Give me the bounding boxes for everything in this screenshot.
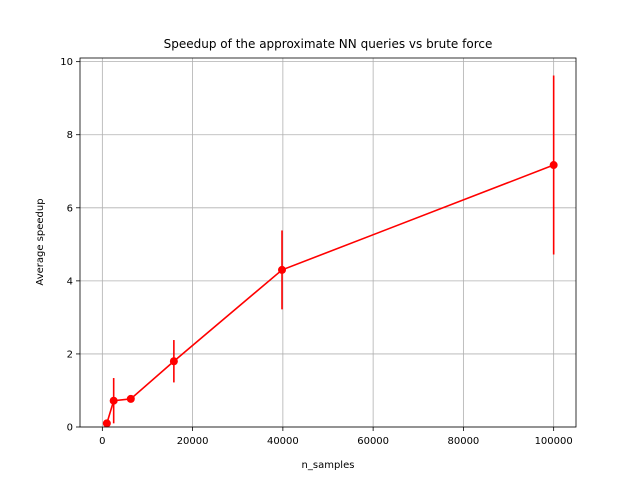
x-tick-label-2: 40000 (267, 436, 299, 447)
data-point-3 (169, 357, 178, 366)
data-points (102, 161, 558, 428)
x-axis-label: n_samples (302, 460, 355, 471)
data-point-5 (549, 161, 558, 170)
y-tick-label-1: 2 (67, 349, 73, 360)
plot-frame (79, 57, 577, 428)
y-tick-label-4: 8 (67, 130, 73, 141)
data-point-4 (278, 265, 287, 274)
x-tick-label-4: 80000 (447, 436, 479, 447)
x-tick-label-0: 0 (99, 436, 105, 447)
data-point-0 (102, 419, 111, 428)
y-tick-label-3: 6 (67, 203, 73, 214)
y-tick-label-2: 4 (67, 276, 73, 287)
chart-title: Speedup of the approximate NN queries vs… (164, 37, 493, 51)
y-axis-label: Average speedup (35, 198, 46, 285)
x-tick-label-3: 60000 (357, 436, 389, 447)
y-axis-ticks: 0 2 4 6 8 10 (60, 57, 80, 434)
y-tick-label-5: 10 (60, 57, 73, 68)
x-axis-ticks: 0 20000 40000 60000 80000 100000 (99, 427, 573, 447)
x-tick-label-1: 20000 (177, 436, 209, 447)
data-point-2 (126, 394, 135, 403)
y-tick-label-0: 0 (67, 423, 73, 434)
data-point-1 (109, 396, 118, 405)
x-tick-label-5: 100000 (535, 436, 573, 447)
